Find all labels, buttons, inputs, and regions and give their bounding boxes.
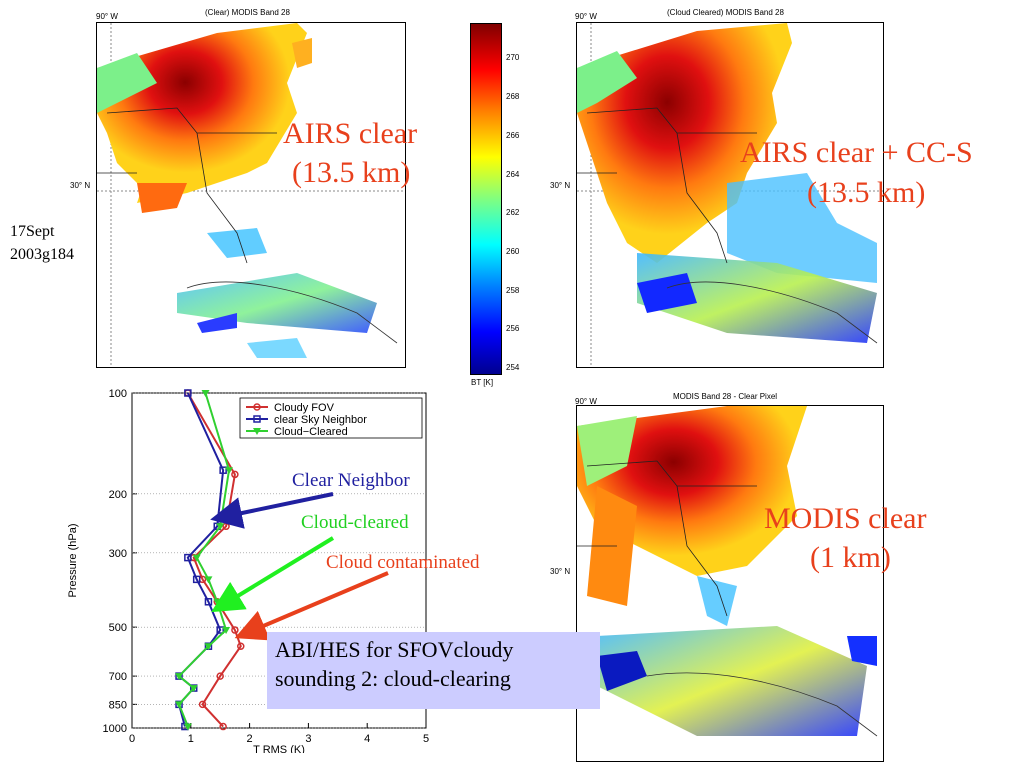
data-point: [198, 700, 207, 709]
map-clear-lon-label: 90° W: [96, 12, 118, 21]
map-clear-title: (Clear) MODIS Band 28: [205, 8, 290, 17]
map-clear-annotation-2: (13.5 km): [292, 156, 411, 189]
map-modis-lon-label: 90° W: [575, 397, 597, 406]
y-tick-label: 500: [109, 622, 127, 634]
colorbar-tick: 258: [506, 286, 520, 295]
colorbar-label: BT [K]: [471, 378, 494, 387]
date-label-1: 17Sept: [10, 223, 55, 240]
data-point: [225, 467, 234, 475]
y-tick-label: 1000: [103, 723, 127, 735]
map-clear-image: [97, 23, 405, 367]
x-tick-label: 2: [247, 733, 253, 745]
map-modis-panel: [576, 405, 884, 762]
data-point: [204, 643, 213, 651]
legend-marker: [253, 428, 261, 435]
map-modis-title: MODIS Band 28 - Clear Pixel: [673, 392, 778, 401]
colorbar-tick: 256: [506, 324, 520, 333]
data-point: [184, 553, 192, 562]
map-cc-lat-label: 30° N: [550, 181, 571, 190]
data-point: [219, 466, 227, 474]
x-tick-label: 1: [188, 733, 194, 745]
colorbar: [470, 23, 502, 375]
data-point: [184, 389, 192, 397]
legend-marker: [253, 403, 261, 411]
colorbar-tick: 266: [506, 131, 520, 140]
abi-hes-box: ABI/HES for SFOVcloudy sounding 2: cloud…: [267, 632, 600, 709]
map-clear-panel: [96, 22, 406, 368]
data-point: [189, 685, 198, 693]
arrow-label-clear-neighbor: Clear Neighbor: [292, 470, 410, 491]
x-tick-label: 3: [305, 733, 311, 745]
x-axis-label: T RMS (K): [253, 744, 305, 753]
data-point: [192, 575, 201, 584]
map-cc-panel: [576, 22, 884, 368]
abi-hes-line-1: ABI/HES for SFOVcloudy: [275, 637, 514, 662]
x-tick-label: 0: [129, 733, 135, 745]
colorbar-tick: 262: [506, 208, 520, 217]
y-tick-label: 300: [109, 548, 127, 560]
data-point: [216, 626, 224, 634]
data-point: [222, 627, 231, 635]
map-clear-lat-label: 30° N: [70, 181, 91, 190]
y-tick-label: 200: [109, 489, 127, 501]
map-cc-annotation-2: (13.5 km): [807, 176, 926, 209]
colorbar-tick: 270: [506, 53, 520, 62]
data-point: [201, 390, 210, 397]
arrow-label-cloud-contaminated: Cloud contaminated: [326, 552, 480, 573]
abi-hes-line-2: sounding 2: cloud-clearing: [275, 665, 511, 691]
data-point: [192, 554, 201, 562]
y-tick-label: 100: [109, 388, 127, 400]
map-cc-lon-label: 90° W: [575, 12, 597, 21]
data-point: [216, 672, 224, 680]
legend-label: Cloudy FOV: [274, 402, 335, 414]
y-axis-label: Pressure (hPa): [67, 524, 79, 598]
map-modis-annotation-2: (1 km): [810, 541, 891, 574]
arrow-label-cloud-cleared: Cloud-cleared: [301, 512, 409, 533]
data-point: [183, 723, 192, 731]
colorbar-tick: 254: [506, 363, 520, 372]
data-point: [175, 673, 184, 681]
data-point: [175, 701, 184, 709]
data-point: [219, 722, 227, 731]
data-point: [204, 576, 213, 584]
legend-box: [239, 397, 423, 439]
colorbar-tick: 260: [506, 247, 520, 256]
map-modis-image: [577, 406, 878, 737]
map-modis-annotation-1: MODIS clear: [764, 502, 927, 535]
colorbar-tick: 268: [506, 92, 520, 101]
x-tick-label: 4: [364, 733, 370, 745]
map-cc-title: (Cloud Cleared) MODIS Band 28: [667, 8, 784, 17]
legend-label: Cloud−Cleared: [274, 426, 348, 438]
data-point: [231, 470, 239, 479]
map-clear-annotation-1: AIRS clear: [283, 117, 418, 150]
y-tick-label: 700: [109, 671, 127, 683]
legend-label: clear Sky Neighbor: [274, 414, 367, 426]
date-label-2: 2003g184: [10, 246, 74, 263]
legend-marker: [253, 415, 261, 423]
map-modis-lat-label: 30° N: [550, 567, 571, 576]
map-cc-annotation-1: AIRS clear + CC-S: [740, 136, 973, 169]
colorbar-tick: 264: [506, 170, 520, 179]
map-cc-image: [577, 23, 883, 367]
y-tick-label: 850: [109, 699, 127, 711]
data-point: [237, 642, 245, 650]
x-tick-label: 5: [423, 733, 429, 745]
